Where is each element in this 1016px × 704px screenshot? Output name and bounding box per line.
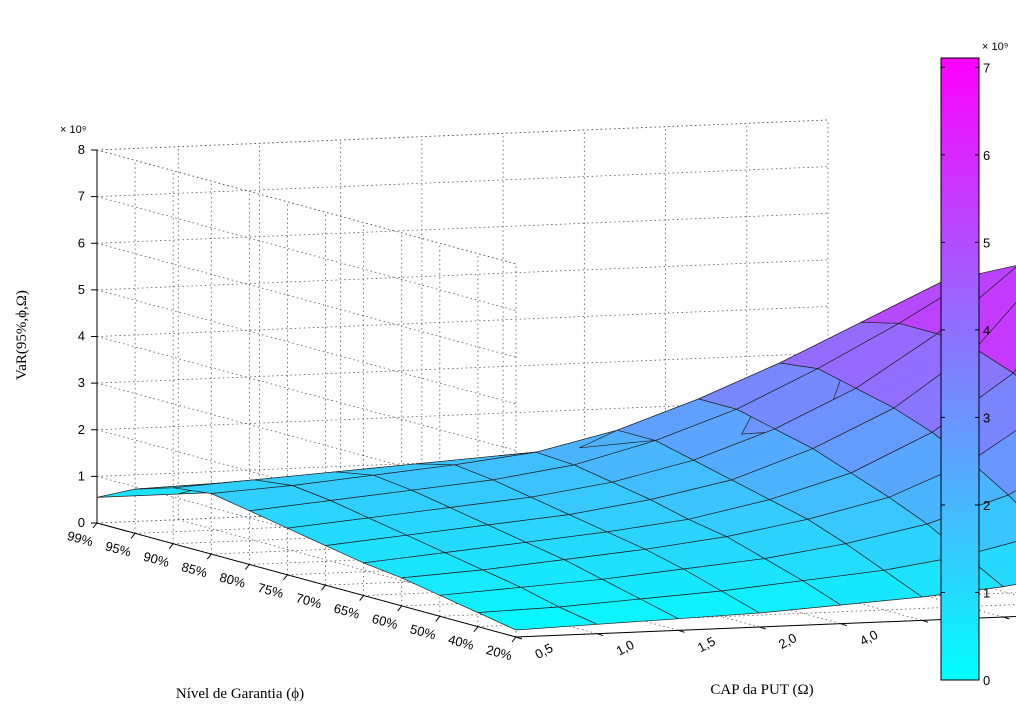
surface-patch	[974, 302, 1016, 374]
surface-patch	[1012, 368, 1016, 376]
z-axis-label: VaR(95%,ϕ,Ω)	[14, 290, 30, 380]
x-tick-label: 20%	[485, 642, 514, 663]
x-tick	[130, 533, 136, 539]
colorbar-gradient	[940, 57, 980, 681]
y-tick	[759, 626, 766, 630]
colorbar-tick-label: 5	[983, 235, 990, 250]
grid-line	[96, 212, 829, 244]
x-tick-label: 40%	[447, 632, 476, 653]
y-tick	[840, 623, 848, 627]
axes: 0 1 2 3 4 5 6 7 8 99% 95% 90% 85% 80% 75% 70% 65% 60% 50% 4…	[66, 142, 1016, 663]
x-tick	[397, 605, 403, 612]
x-tick-label: 65%	[332, 601, 361, 622]
colorbar-tick-label: 3	[983, 410, 990, 425]
x-tick-label: 90%	[142, 549, 171, 570]
x-tick-label: 95%	[104, 538, 133, 559]
grid-line	[178, 519, 598, 635]
grid-line	[96, 382, 517, 498]
colorbar: 0 1 2 3 4 5 6 7 × 10⁹	[940, 41, 1008, 688]
x-tick	[473, 626, 479, 632]
y-tick-label: 0,5	[532, 640, 555, 662]
x-axis-line	[96, 522, 517, 638]
y-tick-label: 1,5	[695, 633, 718, 655]
z-axis-multiplier: × 10⁹	[60, 124, 86, 136]
colorbar-tick-label: 6	[983, 148, 990, 163]
y-tick-label: 1,0	[614, 637, 637, 659]
x-tick-label: 80%	[218, 569, 247, 590]
x-tick-label: 85%	[180, 559, 209, 580]
colorbar-tick-label: 7	[983, 60, 990, 75]
x-tick-label: 60%	[370, 611, 399, 632]
y-tick	[921, 619, 929, 623]
x-tick	[435, 615, 441, 622]
colorbar-tick-label: 0	[983, 673, 990, 688]
z-tick-label: 4	[78, 329, 85, 344]
x-tick	[92, 522, 98, 529]
z-tick-label: 2	[78, 422, 85, 437]
grid-line	[96, 399, 829, 431]
x-tick-label: 99%	[66, 528, 95, 549]
grid-line	[96, 196, 517, 312]
z-tick-label: 8	[78, 142, 85, 157]
x-tick-label: 75%	[256, 580, 285, 601]
grid-line	[96, 352, 829, 384]
grid-line	[96, 336, 517, 451]
colorbar-ticks: 0 1 2 3 4 5 6 7	[941, 60, 990, 688]
x-axis-label: Nível de Garantia (ϕ)	[176, 686, 304, 702]
y-tick	[597, 633, 604, 637]
colorbar-multiplier: × 10⁹	[982, 41, 1008, 53]
x-tick	[321, 584, 326, 591]
grid-line	[96, 149, 517, 265]
x-tick-label: 50%	[408, 621, 437, 642]
y-tick-label: 2,0	[776, 630, 799, 652]
grid-line	[96, 306, 829, 337]
x-tick	[168, 543, 174, 550]
y-tick	[1003, 616, 1010, 620]
x-tick	[511, 636, 517, 643]
y-tick	[515, 636, 523, 640]
z-tick-label: 3	[78, 375, 85, 390]
x-tick	[244, 564, 250, 570]
x-tick	[206, 553, 212, 560]
x-tick	[283, 574, 288, 581]
surface-patch	[969, 430, 1016, 496]
y-tick-label: 4,0	[857, 627, 880, 649]
grid-line	[96, 166, 829, 198]
x-tick	[359, 595, 365, 601]
x-tick-label: 70%	[294, 590, 323, 611]
y-axis-label: CAP da PUT (Ω)	[710, 682, 813, 698]
grid-line	[96, 259, 829, 291]
z-tick-label: 1	[78, 468, 85, 483]
colorbar-tick-label: 2	[983, 498, 990, 513]
z-tick-label: 0	[78, 515, 85, 530]
grid-line	[96, 242, 517, 358]
grid-line	[96, 119, 829, 151]
colorbar-tick-label: 4	[983, 323, 990, 338]
grid-line	[96, 289, 517, 405]
y-axis-line	[515, 615, 1016, 638]
colorbar-tick-label: 1	[983, 585, 990, 600]
z-tick-label: 5	[78, 282, 85, 297]
z-tick-label: 6	[78, 235, 85, 250]
surface-patch	[1007, 490, 1016, 504]
y-tick	[678, 629, 685, 633]
z-tick-label: 7	[78, 189, 85, 204]
